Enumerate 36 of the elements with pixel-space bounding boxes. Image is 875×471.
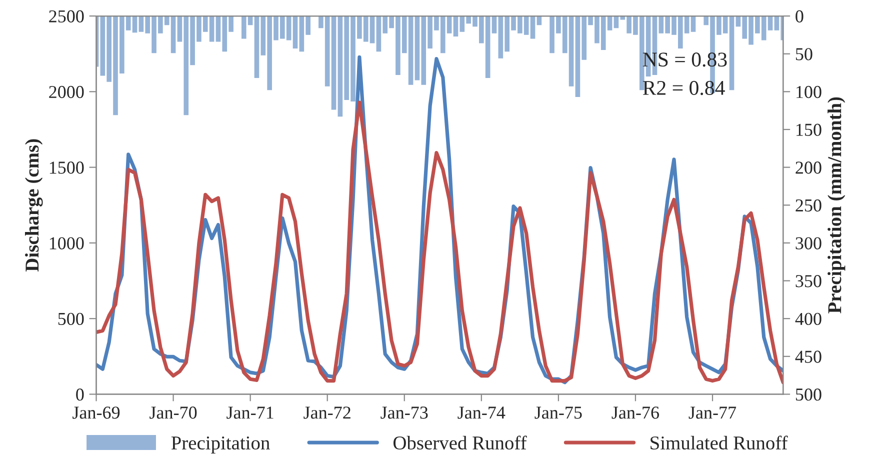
legend-label: Precipitation: [171, 436, 270, 454]
x-tick-label: Jan-71: [226, 406, 274, 419]
y-tick-label: 2000: [49, 86, 84, 98]
y2-tick-label: 350: [796, 275, 822, 288]
y-tick-label: 0: [76, 388, 84, 401]
y2-tick-label: 300: [796, 237, 822, 250]
y-tick-label: 1500: [50, 162, 84, 174]
y-tick-label: 500: [58, 312, 84, 326]
y2-tick-label: 250: [796, 199, 822, 212]
legend-label: Simulated Runoff: [650, 436, 788, 450]
x-tick-label: Jan-69: [72, 406, 120, 419]
y-axis-title: Discharge (cms): [24, 139, 43, 272]
x-tick-label: Jan-74: [458, 406, 506, 419]
y2-tick-label: 400: [795, 312, 822, 326]
y-tick-label: 2500: [49, 10, 84, 22]
bar: [492, 16, 497, 34]
y2-axis-title: Precipitation (mm/month): [828, 97, 846, 314]
x-tick-label: Jan-77: [688, 406, 736, 419]
x-tick-label: Jan-75: [534, 406, 582, 419]
y2-tick-label: 450: [795, 350, 822, 363]
y2-tick-label: 150: [796, 124, 822, 136]
x-tick-label: Jan-70: [150, 406, 197, 419]
bar: [690, 16, 696, 32]
y2-tick-label: 100: [796, 86, 822, 98]
y-tick-label: 1000: [50, 237, 84, 250]
y2-tick-label: 0: [796, 10, 804, 22]
y2-tick-label: 200: [796, 162, 822, 174]
bar: [292, 16, 298, 49]
annotation: R2 = 0.84: [642, 80, 725, 96]
legend-label: Observed Runoff: [393, 436, 527, 450]
y2-tick-label: 50: [796, 48, 812, 60]
y2-tick-label: 500: [796, 388, 822, 401]
annotation: NS = 0.83: [642, 52, 727, 67]
x-tick-label: Jan-73: [380, 406, 428, 419]
x-tick-label: Jan-76: [612, 406, 660, 419]
x-tick-label: Jan-72: [304, 406, 350, 419]
